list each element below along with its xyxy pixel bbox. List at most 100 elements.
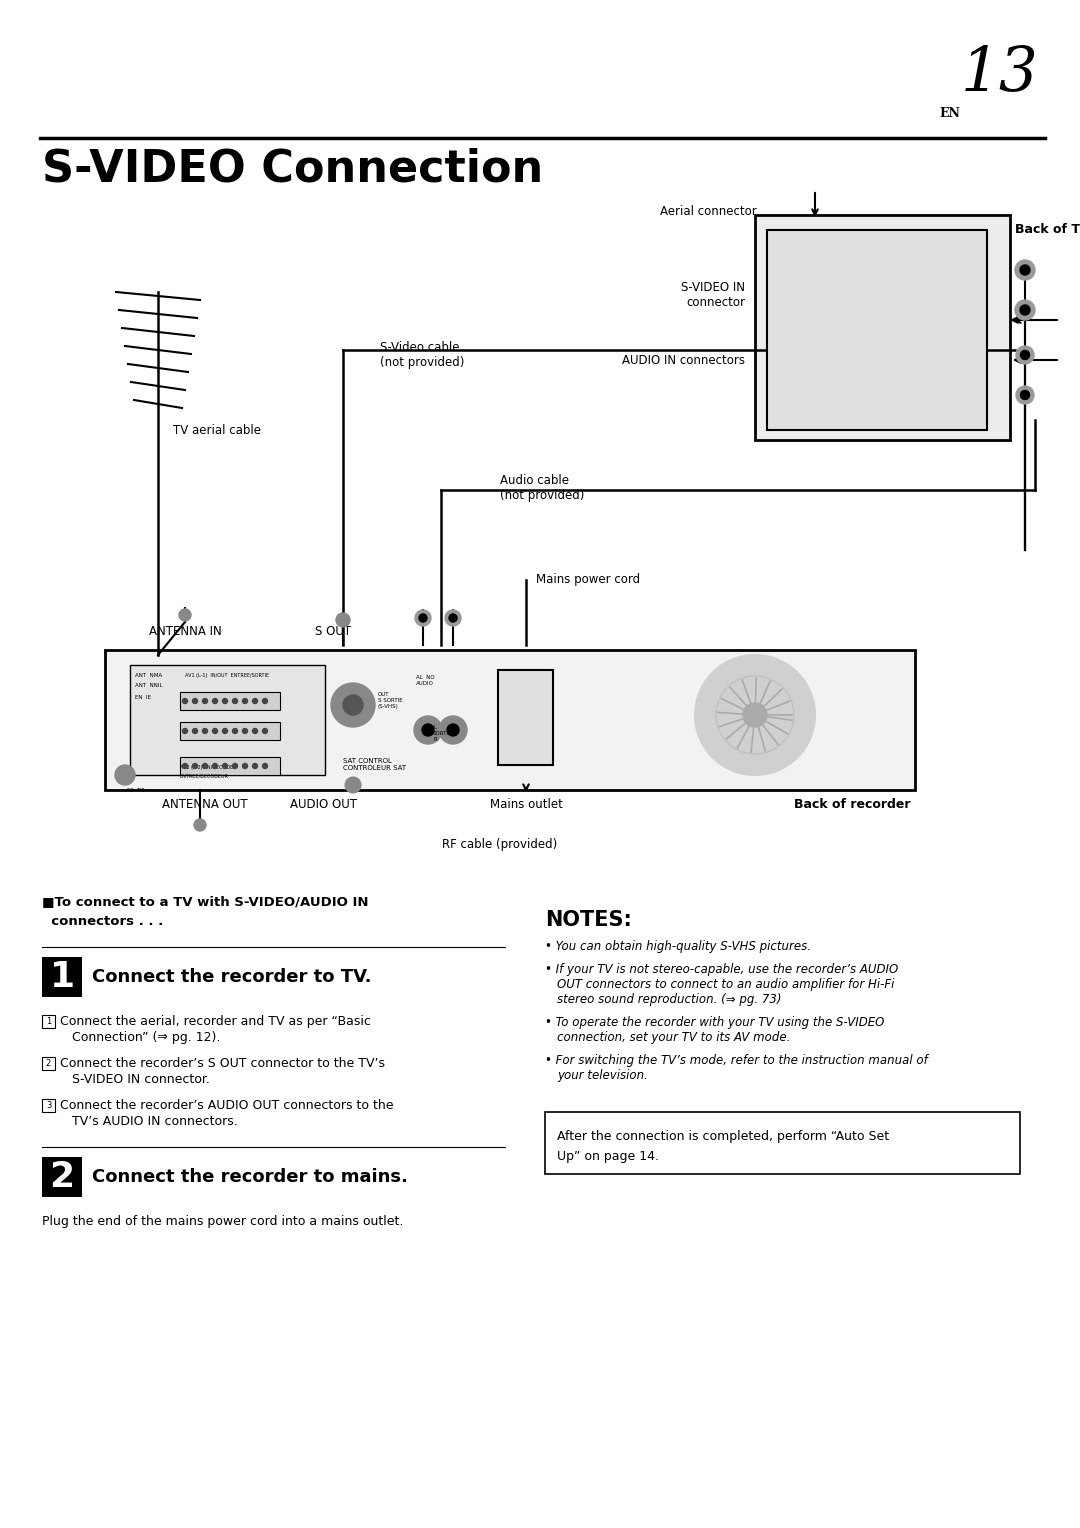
Text: 3: 3 <box>45 1102 51 1109</box>
Circle shape <box>203 729 207 733</box>
Text: S-VIDEO Connection: S-VIDEO Connection <box>42 148 543 191</box>
Text: S OUT: S OUT <box>315 625 351 639</box>
Circle shape <box>243 729 247 733</box>
Circle shape <box>414 717 442 744</box>
Text: EN  IE: EN IE <box>135 695 151 700</box>
Text: Connect the recorder to mains.: Connect the recorder to mains. <box>92 1167 408 1186</box>
Text: RF cable (provided): RF cable (provided) <box>443 837 557 851</box>
Circle shape <box>336 613 350 626</box>
Text: EN: EN <box>940 107 960 121</box>
Text: 2: 2 <box>50 1160 75 1193</box>
Circle shape <box>243 764 247 769</box>
Circle shape <box>262 764 268 769</box>
Text: AV1 (L-1)  IN/OUT  ENTREE/SORTIE: AV1 (L-1) IN/OUT ENTREE/SORTIE <box>185 672 269 678</box>
Text: Back of recorder: Back of recorder <box>794 798 910 811</box>
Bar <box>767 231 987 429</box>
Text: SAT CONTROL
CONTROLEUR SAT: SAT CONTROL CONTROLEUR SAT <box>343 758 406 772</box>
Circle shape <box>1015 299 1035 319</box>
Text: After the connection is completed, perform “Auto Set: After the connection is completed, perfo… <box>557 1131 889 1143</box>
Text: your television.: your television. <box>557 1070 648 1082</box>
Bar <box>42 1099 55 1112</box>
Circle shape <box>343 695 363 715</box>
Circle shape <box>445 610 461 626</box>
Text: 13: 13 <box>961 43 1039 102</box>
Bar <box>545 1112 1020 1174</box>
Text: • If your TV is not stereo-capable, use the recorder’s AUDIO: • If your TV is not stereo-capable, use … <box>545 963 899 976</box>
Circle shape <box>1016 345 1034 364</box>
Text: Back of TV: Back of TV <box>1015 223 1080 235</box>
Circle shape <box>232 764 238 769</box>
Circle shape <box>243 698 247 703</box>
Text: AV2 (L-2)  IN/DECODER: AV2 (L-2) IN/DECODER <box>180 766 237 770</box>
Text: Connect the recorder to TV.: Connect the recorder to TV. <box>92 969 372 986</box>
Circle shape <box>183 729 188 733</box>
Circle shape <box>262 729 268 733</box>
Text: stereo sound reproduction. (⇒ pg. 73): stereo sound reproduction. (⇒ pg. 73) <box>557 993 782 1005</box>
Circle shape <box>203 698 207 703</box>
Text: • To operate the recorder with your TV using the S-VIDEO: • To operate the recorder with your TV u… <box>545 1016 885 1028</box>
Circle shape <box>422 724 434 736</box>
Circle shape <box>330 683 375 727</box>
Bar <box>755 215 1010 440</box>
Text: Connect the recorder’s AUDIO OUT connectors to the: Connect the recorder’s AUDIO OUT connect… <box>60 1099 393 1112</box>
Bar <box>130 665 325 775</box>
Circle shape <box>449 614 457 622</box>
Circle shape <box>1020 306 1030 315</box>
Text: Up” on page 14.: Up” on page 14. <box>557 1151 659 1163</box>
Bar <box>180 723 280 740</box>
Text: TV aerial cable: TV aerial cable <box>173 423 261 437</box>
Circle shape <box>253 729 257 733</box>
Bar <box>180 756 280 775</box>
Circle shape <box>232 698 238 703</box>
Bar <box>105 649 915 790</box>
Circle shape <box>253 764 257 769</box>
Text: S-VIDEO IN connector.: S-VIDEO IN connector. <box>72 1073 210 1086</box>
Circle shape <box>262 698 268 703</box>
Circle shape <box>222 764 228 769</box>
Circle shape <box>183 764 188 769</box>
Circle shape <box>213 764 217 769</box>
Text: 1: 1 <box>45 1018 51 1025</box>
Circle shape <box>447 724 459 736</box>
Text: ANT  NMA: ANT NMA <box>135 672 162 678</box>
Text: Mains power cord: Mains power cord <box>536 573 640 587</box>
Bar <box>42 1157 82 1196</box>
Text: L
SORTIE
R: L SORTIE R <box>433 724 453 741</box>
Text: AL  NO
AUDIO: AL NO AUDIO <box>416 675 434 686</box>
Text: ■To connect to a TV with S-VIDEO/AUDIO IN: ■To connect to a TV with S-VIDEO/AUDIO I… <box>42 895 368 908</box>
Text: Connection” (⇒ pg. 12).: Connection” (⇒ pg. 12). <box>72 1031 220 1044</box>
Text: Aerial connector: Aerial connector <box>660 205 757 219</box>
Text: Mains outlet: Mains outlet <box>489 798 563 811</box>
Text: S-VIDEO IN
connector: S-VIDEO IN connector <box>681 281 745 309</box>
Circle shape <box>345 778 361 793</box>
Text: ENTREE/DECODEUR: ENTREE/DECODEUR <box>180 773 229 778</box>
Text: OUT connectors to connect to an audio amplifier for Hi-Fi: OUT connectors to connect to an audio am… <box>557 978 894 992</box>
Circle shape <box>203 764 207 769</box>
Circle shape <box>192 729 198 733</box>
Text: AUDIO OUT: AUDIO OUT <box>289 798 356 811</box>
Text: AUDIO IN connectors: AUDIO IN connectors <box>622 353 745 367</box>
Text: ANT  NNIL: ANT NNIL <box>135 683 162 688</box>
Text: • For switching the TV’s mode, refer to the instruction manual of: • For switching the TV’s mode, refer to … <box>545 1054 928 1067</box>
Circle shape <box>1016 387 1034 403</box>
Text: Connect the aerial, recorder and TV as per “Basic: Connect the aerial, recorder and TV as p… <box>60 1015 370 1028</box>
Circle shape <box>183 698 188 703</box>
Circle shape <box>192 764 198 769</box>
Circle shape <box>194 819 206 831</box>
Circle shape <box>696 656 815 775</box>
Circle shape <box>438 717 467 744</box>
Text: SO  TIE: SO TIE <box>127 788 145 793</box>
Circle shape <box>179 610 191 620</box>
Circle shape <box>114 766 135 785</box>
Text: OUT
S SORTIE
(S-VHS): OUT S SORTIE (S-VHS) <box>378 692 403 709</box>
Circle shape <box>1021 391 1029 399</box>
Circle shape <box>232 729 238 733</box>
Text: 2: 2 <box>45 1059 51 1068</box>
Text: Connect the recorder’s S OUT connector to the TV’s: Connect the recorder’s S OUT connector t… <box>60 1057 384 1070</box>
Text: S-Video cable
(not provided): S-Video cable (not provided) <box>380 341 464 368</box>
Text: connectors . . .: connectors . . . <box>42 915 163 927</box>
Circle shape <box>192 698 198 703</box>
Bar <box>42 1015 55 1028</box>
Text: Plug the end of the mains power cord into a mains outlet.: Plug the end of the mains power cord int… <box>42 1215 403 1229</box>
Circle shape <box>1020 264 1030 275</box>
